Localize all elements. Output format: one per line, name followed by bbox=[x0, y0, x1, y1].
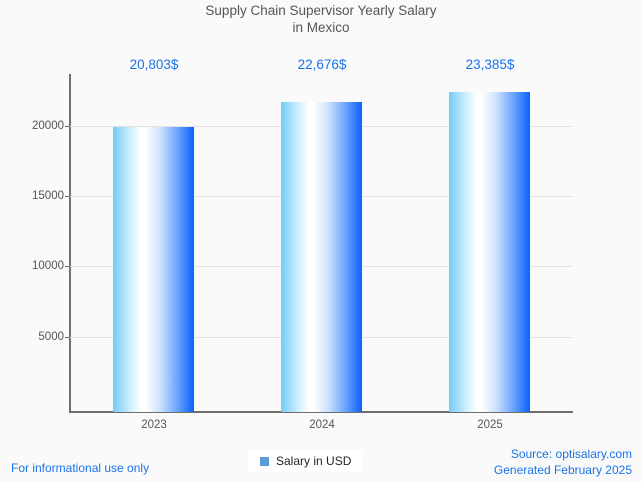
x-axis-tick-label-2023: 2023 bbox=[141, 419, 167, 431]
bar-2025[interactable] bbox=[449, 92, 530, 412]
bar-2024[interactable] bbox=[281, 101, 362, 412]
chart-legend[interactable]: Salary in USD bbox=[248, 450, 364, 472]
x-axis-tick-label-2024: 2024 bbox=[309, 419, 335, 431]
footer-source-block: Source: optisalary.com Generated Februar… bbox=[494, 446, 632, 478]
y-axis-tick-label-5000: 5000 bbox=[38, 331, 64, 343]
plot-area bbox=[65, 74, 573, 412]
bar-value-label-2025: 23,385$ bbox=[465, 57, 515, 72]
y-tick-mark-5000 bbox=[65, 337, 70, 338]
bar-value-label-2024: 22,676$ bbox=[297, 57, 347, 72]
footer-generated-line: Generated February 2025 bbox=[493, 463, 632, 477]
chart-title: Supply Chain Supervisor Yearly Salary in… bbox=[205, 3, 437, 35]
y-tick-mark-15000 bbox=[65, 196, 70, 197]
bar-2023[interactable] bbox=[113, 127, 194, 412]
y-axis-tick-label-10000: 10000 bbox=[32, 260, 64, 272]
y-axis-tick-label-20000: 20000 bbox=[32, 120, 64, 132]
footer-disclaimer: For informational use only bbox=[11, 461, 150, 475]
y-tick-mark-20000 bbox=[65, 126, 70, 127]
bar-value-label-2023: 20,803$ bbox=[129, 57, 179, 72]
y-axis-line bbox=[69, 74, 71, 413]
x-axis-tick-label-2025: 2025 bbox=[477, 419, 503, 431]
y-axis-tick-label-15000: 15000 bbox=[32, 190, 64, 202]
footer-source-line[interactable]: Source: optisalary.com bbox=[510, 447, 632, 461]
legend-swatch-salary-in-usd bbox=[260, 456, 269, 466]
y-tick-mark-10000 bbox=[65, 266, 70, 267]
legend-label-salary-in-usd: Salary in USD bbox=[276, 454, 352, 468]
